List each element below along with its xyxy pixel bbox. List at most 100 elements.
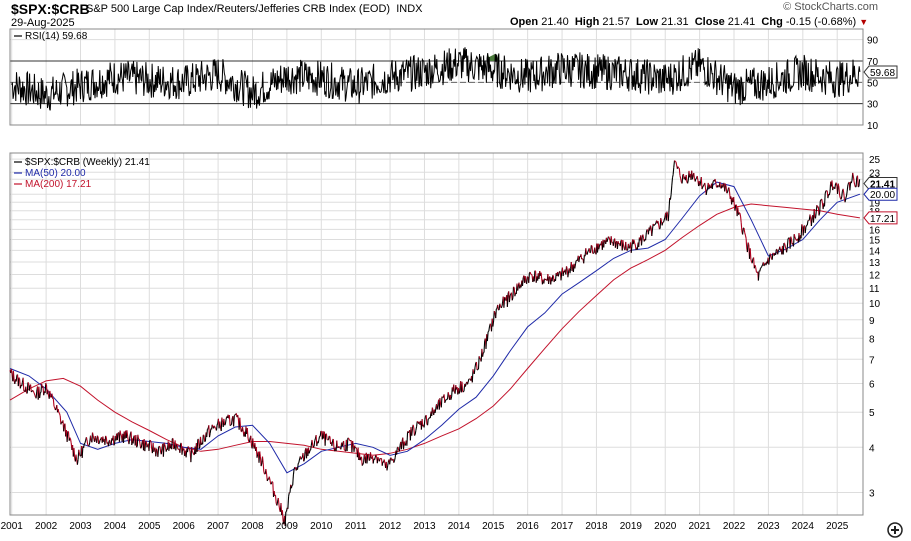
price-segment [308, 450, 311, 454]
price-segment [663, 217, 666, 221]
rsi-y-tick-label: 50 [867, 78, 879, 89]
y-tick-label: 9 [869, 316, 875, 327]
price-segment [412, 424, 415, 429]
price-segment [849, 181, 852, 191]
price-segment [467, 378, 470, 383]
rsi-y-tick-label: 30 [867, 100, 879, 111]
price-segment [301, 456, 303, 459]
price-segment [744, 232, 746, 236]
ma200-legend-label: MA(200) 17.21 [25, 179, 92, 190]
price-segment [362, 462, 365, 465]
price-segment [590, 244, 593, 247]
price-segment [855, 177, 858, 187]
price-segment [396, 447, 398, 455]
price-segment [763, 264, 766, 267]
price-segment [504, 296, 506, 299]
price-segment [416, 421, 418, 427]
price-segment [768, 253, 771, 260]
price-segment [495, 307, 498, 310]
price-segment [847, 182, 850, 185]
price-segment [85, 437, 88, 441]
x-tick-label: 2014 [448, 521, 471, 532]
price-segment [203, 435, 206, 442]
price-segment [742, 228, 744, 235]
price-segment [726, 189, 729, 193]
price-segment [846, 184, 849, 192]
price-segment [594, 247, 596, 254]
price-segment [569, 268, 572, 274]
price-segment [239, 417, 241, 426]
price-segment [475, 361, 478, 371]
price-segment [786, 247, 788, 253]
price-segment [585, 248, 588, 255]
price-segment [86, 439, 89, 445]
price-segment [274, 494, 277, 504]
price-segment [259, 451, 261, 457]
price-segment [528, 273, 530, 283]
price-segment [99, 438, 102, 441]
price-segment [224, 419, 227, 425]
price-segment [483, 340, 486, 353]
price-segment [512, 286, 515, 298]
price-segment [843, 192, 845, 200]
price-segment [674, 160, 676, 162]
price-segment [464, 383, 467, 387]
price-segment [787, 237, 790, 240]
price-segment [363, 454, 366, 459]
price-segment [207, 428, 209, 430]
price-segment [462, 390, 465, 393]
price-segment [34, 394, 37, 398]
price-segment [427, 418, 429, 426]
price-segment [69, 437, 71, 440]
y-tick-label: 16 [869, 225, 881, 236]
price-segment [790, 236, 793, 240]
price-segment [744, 234, 747, 239]
price-segment [303, 451, 306, 460]
price-segment [296, 463, 299, 470]
price-segment [355, 447, 358, 450]
zoom-icon[interactable] [887, 522, 903, 538]
price-segment [844, 198, 847, 203]
price-segment [669, 194, 672, 200]
price-segment [645, 232, 647, 241]
price-segment [228, 415, 231, 426]
price-segment [838, 187, 841, 196]
price-segment [331, 440, 334, 447]
price-segment [153, 448, 156, 452]
price-segment [619, 240, 622, 247]
price-segment [393, 457, 396, 461]
price-segment [341, 442, 344, 447]
price-segment [702, 184, 705, 187]
price-segment [854, 184, 856, 188]
price-segment [586, 251, 589, 255]
price-segment [793, 234, 796, 238]
price-segment [202, 434, 204, 445]
price-segment [840, 196, 843, 200]
price-segment [770, 254, 773, 259]
price-segment [440, 396, 443, 408]
price-segment [250, 435, 253, 446]
price-segment [393, 460, 396, 463]
price-segment [148, 440, 151, 451]
price-segment [33, 392, 36, 396]
price-segment [493, 311, 495, 321]
price-segment [819, 199, 822, 202]
rsi-y-tick-label: 10 [867, 121, 879, 132]
price-segment [841, 191, 843, 197]
price-segment [529, 271, 532, 275]
price-segment [78, 454, 81, 457]
price-segment [352, 440, 354, 446]
price-segment [271, 481, 274, 483]
price-segment [39, 393, 41, 399]
down-arrow-icon: ▼ [859, 17, 869, 27]
price-segment [853, 181, 856, 186]
price-segment [734, 204, 737, 211]
y-tick-label: 14 [869, 246, 881, 257]
price-segment [769, 253, 772, 256]
price-segment [198, 446, 201, 449]
price-segment [533, 270, 536, 282]
price-segment [540, 272, 543, 279]
price-segment [53, 405, 56, 409]
price-segment [486, 331, 489, 342]
price-segment [450, 396, 453, 400]
